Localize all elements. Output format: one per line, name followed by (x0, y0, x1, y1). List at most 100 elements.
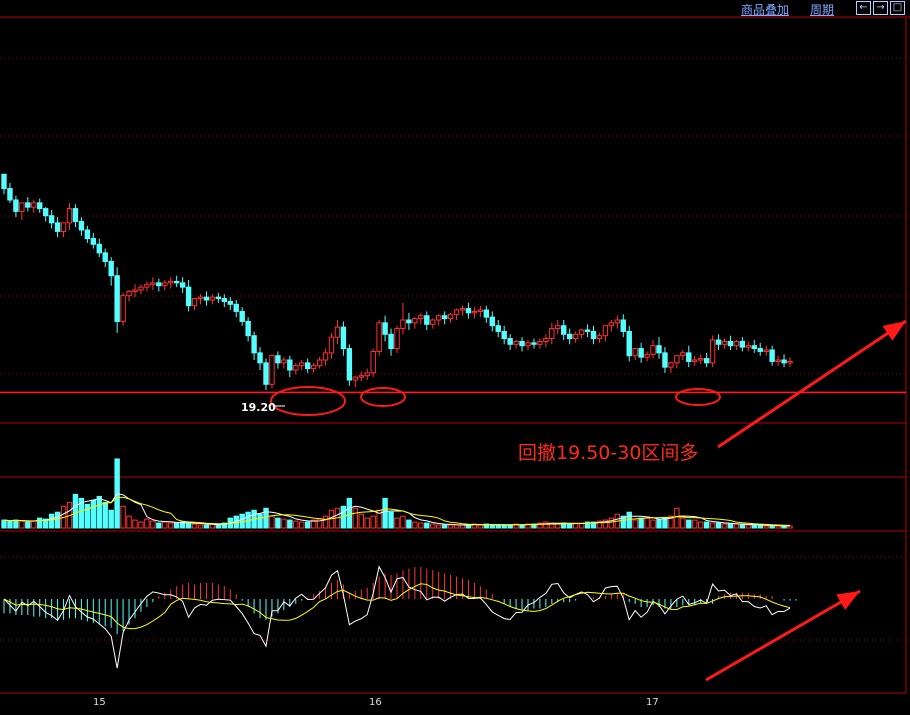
candle-body (566, 333, 573, 340)
volume-bar (269, 515, 275, 529)
candle-body (108, 260, 114, 277)
candle-body (477, 309, 484, 312)
volume-bar (495, 524, 501, 529)
volume-bar (19, 520, 25, 529)
volume-bar (757, 524, 763, 529)
volume-bar (769, 525, 775, 529)
volume-bar (697, 521, 704, 529)
volume-bar (203, 524, 210, 529)
volume-bar (674, 507, 680, 529)
candle-body (608, 322, 615, 327)
candle-body (727, 340, 734, 347)
volume-bar (715, 522, 722, 529)
candle-body (209, 296, 216, 301)
nav-left-icon[interactable]: ← (856, 1, 871, 15)
candle-body (340, 326, 347, 350)
candle-body (537, 340, 543, 345)
candle-body (412, 318, 418, 324)
volume-bar (626, 511, 632, 529)
period-link[interactable]: 周期 (810, 3, 835, 17)
volume-bar (78, 497, 85, 529)
volume-bar (394, 517, 400, 529)
volume-bar (608, 517, 615, 529)
volume-bar (513, 523, 519, 529)
volume-bar (162, 521, 168, 529)
candle-body (441, 315, 448, 320)
candle-body (179, 282, 186, 288)
volume-bar (721, 523, 728, 529)
macd-dea-line (3, 583, 791, 630)
candle-body (715, 339, 722, 345)
arrow-lower-head (836, 591, 860, 610)
candle-body (132, 289, 138, 292)
volume-bar (644, 517, 650, 529)
candle-body (293, 365, 299, 371)
volume-bar (263, 507, 269, 529)
candle-body (769, 349, 775, 362)
volume-bar (257, 513, 263, 529)
volume-bar (430, 523, 436, 529)
volume-bar (775, 525, 781, 529)
candle-body (138, 286, 144, 291)
candle-body (150, 282, 156, 285)
candle-body (346, 348, 353, 381)
maximize-icon[interactable]: □ (890, 1, 905, 15)
candle-body (501, 330, 507, 340)
volume-bar (435, 524, 442, 529)
volume-bar (668, 515, 674, 529)
overlay-link[interactable]: 商品叠加 (741, 3, 790, 17)
candle-body (173, 280, 180, 284)
candle-body (239, 310, 245, 322)
candle-body (495, 325, 501, 332)
candle-body (144, 283, 150, 288)
candle-body (114, 275, 120, 322)
volume-bar (501, 524, 507, 529)
volume-bar (156, 522, 162, 529)
volume-bar (132, 519, 138, 529)
x-label-15: 15 (93, 697, 106, 708)
candle-body (352, 376, 359, 381)
candle-body (185, 286, 192, 307)
candle-body (269, 355, 275, 385)
volume-bar (507, 524, 513, 529)
volume-bar (662, 517, 668, 529)
volume-bar (31, 520, 37, 529)
candle-body (42, 208, 49, 217)
candle-body (84, 229, 91, 240)
support-price-label: 19.20 (241, 401, 276, 414)
volume-bar (72, 493, 79, 529)
candle-body (561, 325, 567, 335)
volume-bar (42, 518, 49, 529)
volume-bar (483, 523, 490, 529)
candle-body (424, 315, 430, 325)
candle-body (751, 345, 757, 350)
highlight-circle (360, 387, 406, 407)
candle-body (662, 352, 668, 368)
volume-bar (745, 524, 752, 529)
candle-body (709, 339, 716, 364)
candle-body (430, 319, 436, 325)
volume-bar (656, 518, 662, 529)
volume-bar (150, 520, 156, 529)
volume-bar (370, 515, 376, 529)
candle-body (435, 315, 442, 321)
candle-body (227, 300, 233, 305)
volume-bar (477, 524, 484, 529)
candle-body (483, 309, 490, 318)
candle-body (328, 336, 335, 354)
volume-bar (1, 519, 7, 529)
volume-bar (322, 515, 329, 529)
candle-body (763, 349, 769, 352)
volume-bar (120, 505, 126, 529)
candle-body (25, 202, 31, 208)
candle-body (257, 352, 263, 364)
candle-body (465, 308, 472, 314)
nav-right-icon[interactable]: → (873, 1, 888, 15)
volume-bar (96, 495, 102, 529)
volume-bar (310, 519, 317, 529)
candle-body (310, 365, 317, 370)
volume-bar (424, 522, 430, 529)
volume-bar (441, 524, 448, 529)
candle-body (674, 355, 680, 364)
candle-body (626, 330, 632, 357)
